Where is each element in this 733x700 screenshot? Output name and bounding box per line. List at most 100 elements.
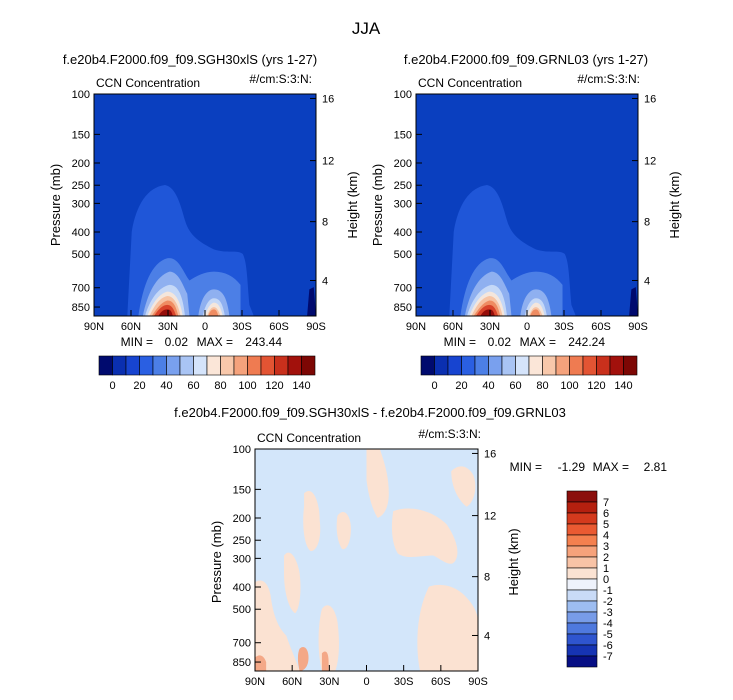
colorbar-swatch — [461, 355, 476, 376]
y-tick-label: 250 — [394, 180, 412, 192]
y-tick-label: 100 — [72, 89, 90, 101]
colorbar-label: 20 — [455, 380, 467, 392]
colorbar-swatch — [125, 355, 140, 376]
contour-antarctic — [307, 287, 316, 316]
x-axis: 90N 60N 30N 0 30S 60S 90S — [245, 665, 488, 688]
x-tick-label: 30N — [319, 676, 339, 688]
y-tick-label: 500 — [233, 604, 251, 616]
colorbar-swatch — [566, 501, 598, 514]
y-tick-label: 100 — [233, 444, 251, 456]
colorbar-label: 120 — [587, 380, 605, 392]
colorbar-label: -1 — [603, 585, 613, 597]
colorbar-swatch — [474, 355, 489, 376]
y-tick-label: 200 — [72, 158, 90, 170]
colorbar-swatch — [566, 567, 598, 580]
plot-area — [416, 94, 638, 316]
colorbar-swatch — [566, 523, 598, 536]
colorbar-swatch — [233, 355, 248, 376]
contour-pos-blob-f — [451, 466, 476, 507]
colorbar-swatch — [566, 611, 598, 624]
colorbar-label: -7 — [603, 651, 613, 663]
colorbar-swatch — [623, 355, 638, 376]
colorbar-swatch — [609, 355, 624, 376]
colorbar-swatch — [220, 355, 235, 376]
colorbar: 0 20 40 60 80 100 120 140 — [98, 355, 316, 392]
x-tick-label: 60N — [282, 676, 302, 688]
colorbar-label: 40 — [160, 380, 172, 392]
contour-pos-strong-b — [297, 647, 309, 671]
colorbar-swatch — [566, 589, 598, 602]
x-tick-label: 60N — [443, 321, 463, 333]
colorbar-label: 7 — [603, 497, 609, 509]
x-tick-label: 90S — [468, 676, 488, 688]
contour-pos-left — [255, 580, 300, 671]
y-tick-label: 300 — [72, 198, 90, 210]
colorbar-label: 2 — [603, 552, 609, 564]
y2-tick-label: 12 — [484, 511, 496, 523]
y-tick-label: 150 — [72, 129, 90, 141]
y2-tick-label: 16 — [484, 448, 496, 460]
x-tick-label: 60N — [121, 321, 141, 333]
max-label: MAX = — [593, 460, 629, 474]
panel-grnl03: f.e20b4.F2000.f09_f09.GRNL03 (yrs 1-27) … — [370, 52, 682, 392]
contour-dark-red — [480, 309, 495, 316]
contour-pos-blob-b — [303, 491, 321, 552]
colorbar-swatch — [287, 355, 302, 376]
y2-tick-label: 8 — [644, 217, 650, 229]
colorbar-label: 60 — [509, 380, 521, 392]
x-tick-label: 90S — [306, 321, 326, 333]
y-tick-label: 850 — [394, 302, 412, 314]
colorbar-label: 0 — [603, 574, 609, 586]
colorbar-label: 140 — [614, 380, 632, 392]
colorbar-swatch — [420, 355, 435, 376]
x-axis: 90N 60N 30N 0 30S 60S 90S — [406, 310, 648, 333]
y-tick-label: 250 — [72, 180, 90, 192]
colorbar-swatch — [569, 355, 584, 376]
colorbar-swatch — [566, 512, 598, 525]
colorbar-label: -5 — [603, 629, 613, 641]
contour-pos-strong-a — [255, 655, 267, 671]
y2-axis-label: Height (km) — [345, 171, 360, 238]
figure-title: JJA — [352, 19, 381, 38]
y-tick-label: 250 — [233, 535, 251, 547]
colorbar-label: -6 — [603, 640, 613, 652]
x-tick-label: 30S — [232, 321, 252, 333]
min-value: 0.02 — [165, 335, 189, 349]
x-tick-label: 30N — [158, 321, 178, 333]
contour-pos-band-south — [391, 508, 458, 564]
colorbar-swatch — [566, 600, 598, 613]
x-tick-label: 90N — [406, 321, 426, 333]
colorbar-label: -2 — [603, 596, 613, 608]
y2-axis: 16 12 8 4 — [472, 448, 496, 642]
y-tick-label: 300 — [233, 553, 251, 565]
x-tick-label: 60S — [269, 321, 289, 333]
colorbar-swatch — [139, 355, 154, 376]
y-tick-label: 300 — [394, 198, 412, 210]
contour-pos-blob-a — [283, 552, 301, 614]
colorbar-swatch — [566, 622, 598, 635]
y-tick-label: 150 — [394, 129, 412, 141]
y-tick-label: 700 — [233, 638, 251, 650]
contour-dark-red — [158, 309, 173, 316]
colorbar-label: 1 — [603, 563, 609, 575]
colorbar-label: 80 — [214, 380, 226, 392]
colorbar-swatch — [274, 355, 289, 376]
colorbar-swatch — [166, 355, 181, 376]
min-label: MIN = — [444, 335, 476, 349]
max-value: 243.44 — [245, 335, 282, 349]
colorbar-label: 3 — [603, 541, 609, 553]
x-tick-label: 90N — [84, 321, 104, 333]
y-tick-label: 200 — [394, 158, 412, 170]
plot-area — [255, 449, 478, 671]
colorbar-swatch — [515, 355, 530, 376]
field-label: CCN Concentration — [257, 431, 361, 445]
y-tick-label: 400 — [72, 227, 90, 239]
max-label: MAX = — [520, 335, 556, 349]
plot-area — [94, 94, 316, 316]
colorbar-swatch — [260, 355, 275, 376]
colorbar-label: 120 — [265, 380, 283, 392]
units-label: #/cm:S:3:N: — [249, 72, 312, 86]
y2-tick-label: 8 — [322, 217, 328, 229]
